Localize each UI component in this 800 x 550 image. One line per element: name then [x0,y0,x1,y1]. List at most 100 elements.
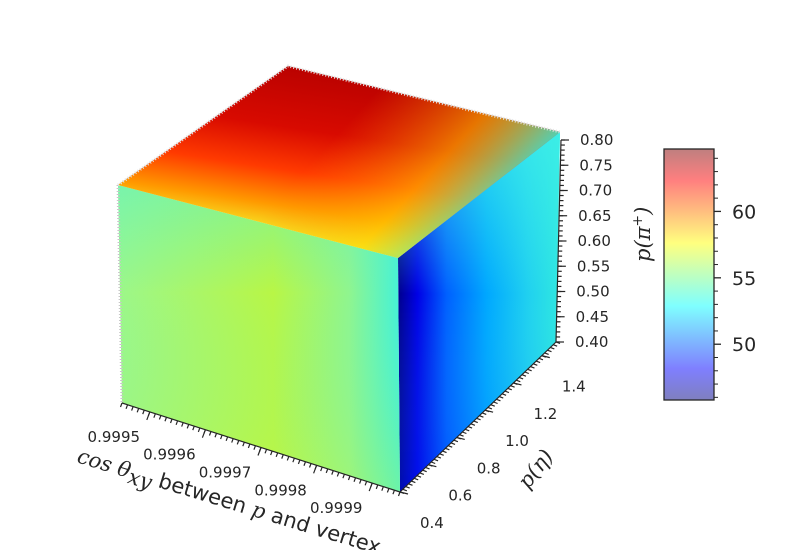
front-face-shade [118,185,400,492]
y-minor-tick [405,485,410,489]
z-tick-label: 0.45 [576,308,609,326]
x-minor-tick [397,491,401,497]
y-tick-label: 1.2 [533,405,557,423]
x-minor-tick [192,425,195,431]
x-minor-tick [247,443,251,449]
x-minor-tick [342,473,345,479]
x-minor-tick [158,415,162,420]
colorbar-tick-label: 50 [732,334,756,356]
y-minor-tick [550,346,555,350]
y-minor-tick [445,447,450,451]
x-minor-tick [142,409,145,415]
y-minor-tick [467,425,473,429]
z-tick-labels: 0.40 0.45 0.50 0.55 0.60 0.65 0.70 0.75 0.80 [575,131,613,351]
x-major-tick [146,411,151,421]
x-minor-tick [220,434,223,440]
y-major-tick [428,464,437,468]
y-minor-tick [425,466,430,470]
x-minor-tick [381,486,384,491]
y-minor-tick [501,393,507,396]
y-minor-tick [448,445,453,448]
y-minor-tick [462,431,467,435]
x-tick-label: 0.9997 [199,464,252,482]
x-minor-tick [197,427,201,433]
x-minor-tick [303,461,307,466]
y-minor-tick [439,453,444,456]
y-minor-tick [470,423,476,426]
y-minor-tick [510,385,515,388]
y-tick-label: 1.4 [562,378,586,396]
x-tick-label: 0.9996 [143,446,196,464]
y-minor-tick [465,428,470,432]
z-tick-label: 0.80 [580,131,613,149]
y-major-tick [484,409,494,413]
x-minor-tick [364,481,368,486]
y-minor-tick [516,379,521,383]
x-minor-tick [181,422,184,427]
x-minor-tick [375,484,379,490]
x-minor-tick [131,406,134,411]
x-minor-tick [186,424,190,429]
colorbar-ticks: 50 55 60 [714,157,756,398]
y-tick-label: 0.8 [477,459,501,477]
y-minor-tick [433,458,439,462]
y-minor-tick [487,406,493,410]
x-minor-tick [208,431,212,436]
y-minor-tick [538,357,544,361]
y-minor-tick [530,365,535,369]
cube-edge-left [116,184,124,404]
y-minor-tick [430,461,436,465]
x-minor-tick [231,438,234,443]
x-minor-tick [119,402,123,408]
x-minor-tick [275,452,279,458]
y-minor-tick [518,376,524,380]
y-minor-tick [473,420,478,424]
y-axis-label: p(η) [513,445,558,493]
x-tick-label: 0.9995 [88,428,141,446]
y-minor-tick [476,417,481,421]
x-minor-tick [336,472,340,477]
z-tick-label: 0.60 [578,232,611,250]
x-tick-label: 0.9998 [254,481,307,499]
x-minor-tick [164,417,168,422]
z-tick-label: 0.40 [575,333,608,351]
x-minor-tick [236,440,240,445]
colorbar-tick-label: 60 [732,201,756,223]
right-face-shade [398,132,560,492]
x-major-tick [201,429,206,438]
x-minor-tick [214,433,218,438]
y-major-tick [513,382,522,386]
y-minor-tick [547,349,552,353]
x-minor-tick [169,418,173,424]
top-face-shade [118,66,560,258]
x-minor-tick [325,468,329,474]
x-minor-tick [125,404,129,409]
y-minor-tick [482,412,487,415]
y-major-tick [399,491,409,495]
y-minor-tick [408,483,413,486]
y-minor-tick [544,352,549,355]
y-minor-tick [436,455,442,459]
y-minor-tick [521,374,527,377]
z-tick-label: 0.55 [577,257,610,275]
x-minor-tick [242,441,245,447]
z-tick-label: 0.65 [578,207,611,225]
z-tick-label: 0.75 [579,156,612,174]
y-minor-tick [524,371,530,375]
colorbar-fill [664,149,714,400]
x-minor-tick [264,449,268,454]
y-minor-tick [504,390,510,394]
y-minor-tick [499,395,504,399]
x-minor-tick [281,454,284,459]
x-minor-tick [175,420,179,426]
colorbar: 50 55 60 [663,148,756,401]
x-minor-tick [392,490,396,495]
y-minor-tick [493,401,498,405]
y-minor-tick [422,469,427,473]
x-minor-tick [270,450,273,456]
x-minor-tick [359,479,362,484]
y-minor-tick [416,475,422,478]
y-minor-tick [459,434,464,437]
